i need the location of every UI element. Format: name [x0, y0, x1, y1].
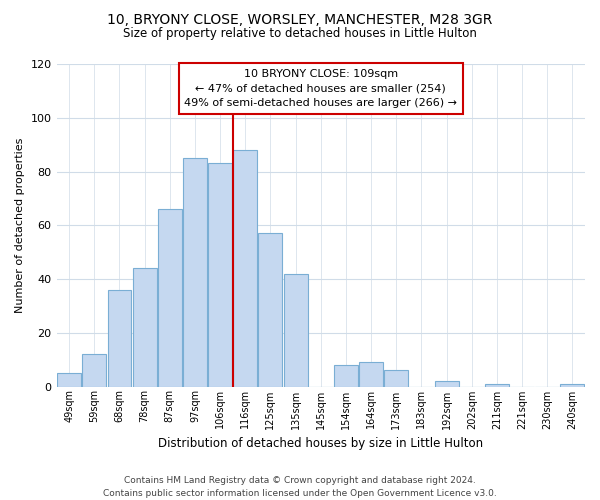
Bar [82, 354, 106, 386]
Bar [208, 164, 232, 386]
Bar [233, 150, 257, 386]
Bar [183, 158, 207, 386]
Bar [434, 381, 458, 386]
Bar [359, 362, 383, 386]
Bar [284, 274, 308, 386]
Bar [107, 290, 131, 386]
Text: Size of property relative to detached houses in Little Hulton: Size of property relative to detached ho… [123, 28, 477, 40]
Bar [385, 370, 408, 386]
Y-axis label: Number of detached properties: Number of detached properties [15, 138, 25, 313]
Text: 10, BRYONY CLOSE, WORSLEY, MANCHESTER, M28 3GR: 10, BRYONY CLOSE, WORSLEY, MANCHESTER, M… [107, 12, 493, 26]
Bar [560, 384, 584, 386]
Text: 10 BRYONY CLOSE: 109sqm
← 47% of detached houses are smaller (254)
49% of semi-d: 10 BRYONY CLOSE: 109sqm ← 47% of detache… [184, 69, 457, 108]
Bar [57, 373, 81, 386]
Bar [259, 234, 283, 386]
Bar [334, 365, 358, 386]
Text: Contains HM Land Registry data © Crown copyright and database right 2024.
Contai: Contains HM Land Registry data © Crown c… [103, 476, 497, 498]
Bar [133, 268, 157, 386]
X-axis label: Distribution of detached houses by size in Little Hulton: Distribution of detached houses by size … [158, 437, 484, 450]
Bar [485, 384, 509, 386]
Bar [158, 209, 182, 386]
